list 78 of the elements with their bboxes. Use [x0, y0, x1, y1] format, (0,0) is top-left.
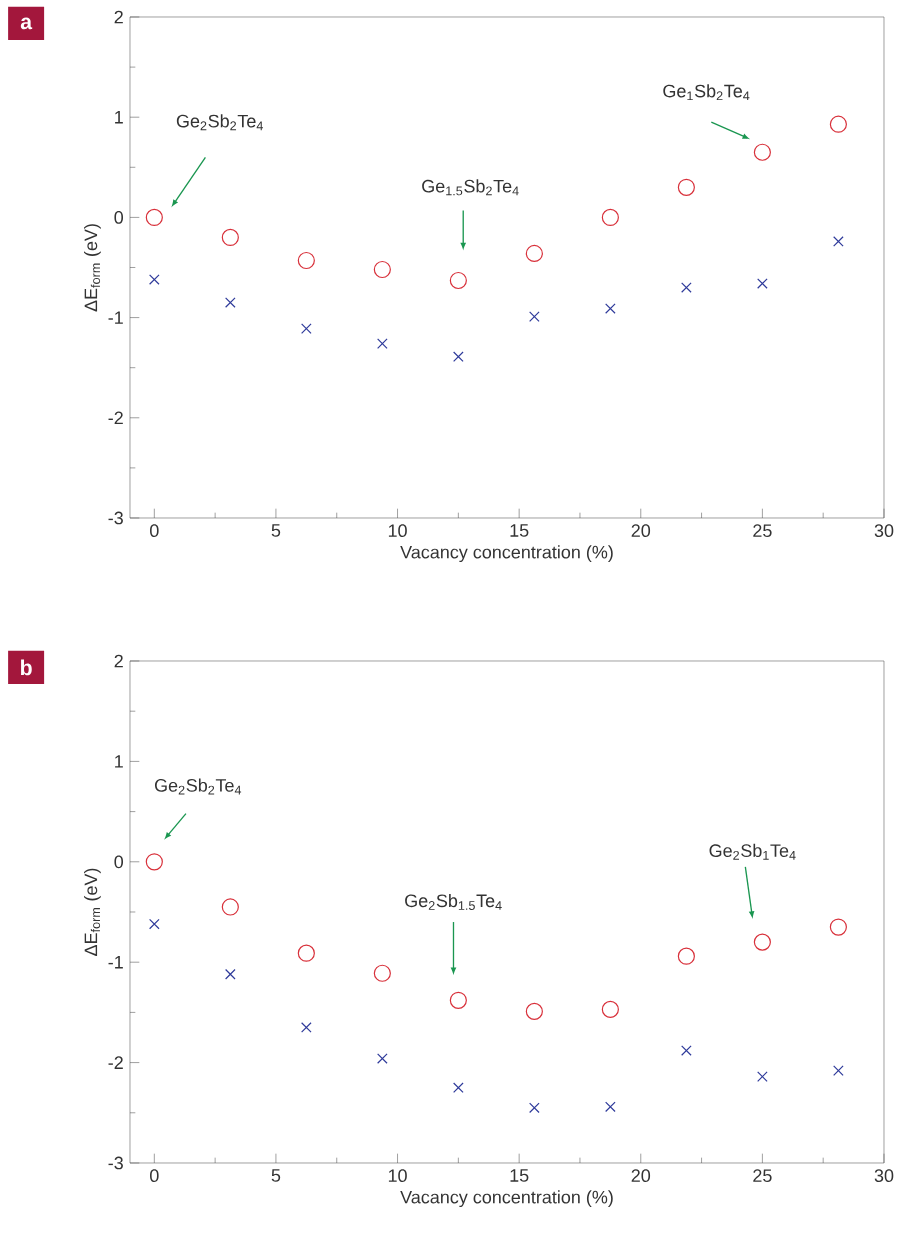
x-tick-label: 5 [271, 1169, 281, 1182]
point [301, 1022, 312, 1033]
point [605, 303, 616, 314]
y-axis-title: ΔE$_{form}$ (eV) [84, 868, 101, 956]
y-tick-label: -1 [108, 311, 123, 324]
x-tick-label: 5 [271, 524, 281, 537]
x-tick-label: 20 [631, 524, 651, 537]
point [453, 1082, 464, 1094]
y-tick-label: 1 [115, 755, 123, 768]
point [377, 1053, 388, 1064]
annotation: Ge$_{1.5}$Sb$_{2}$Te$_{4}$ [422, 179, 519, 196]
point [225, 968, 236, 980]
point [757, 278, 768, 289]
annotation: Ge$_{2}$Sb$_{2}$Te$_{4}$ [154, 778, 242, 795]
y-axis-title: ΔE$_{form}$ (eV) [84, 224, 101, 312]
x-axis-title: Vacancy concentration (%) [400, 1190, 613, 1208]
point [833, 1065, 844, 1076]
point [297, 944, 315, 962]
point [829, 115, 847, 133]
point [601, 1000, 619, 1018]
y-tick-label: 2 [114, 654, 123, 668]
annotation: Ge$_{1}$Sb$_{2}$Te$_{4}$ [663, 84, 750, 101]
point [297, 251, 315, 270]
point [753, 143, 771, 161]
y-tick-label: 1 [115, 111, 123, 124]
x-tick-label: 25 [753, 524, 772, 537]
point [525, 244, 543, 263]
point [221, 898, 239, 916]
chart-title: a [20, 17, 33, 30]
point [677, 947, 695, 965]
y-tick-label: -2 [108, 1056, 123, 1069]
point [605, 1101, 616, 1113]
x-tick-label: 10 [388, 1169, 407, 1182]
x-tick-label: 30 [874, 524, 894, 537]
y-tick-label: -1 [108, 956, 123, 969]
x-tick-label: 0 [150, 524, 159, 537]
point [149, 918, 160, 930]
x-tick-label: 25 [753, 1169, 772, 1182]
point [529, 1102, 540, 1114]
x-tick-label: 20 [631, 1169, 651, 1182]
point [225, 297, 236, 308]
chart-title: b [21, 659, 32, 676]
point [377, 338, 388, 349]
point [681, 1045, 692, 1056]
point [753, 933, 771, 951]
point [829, 918, 847, 936]
y-tick-label: 0 [114, 211, 124, 224]
x-tick-label: 10 [388, 524, 407, 537]
y-tick-label: -3 [108, 511, 123, 525]
x-tick-label: 15 [510, 1169, 529, 1182]
x-axis-title: Vacancy concentration (%) [400, 545, 613, 563]
annotation: Ge$_{2}$Sb$_{2}$Te$_{4}$ [176, 114, 263, 131]
point [757, 1071, 768, 1082]
annotation: Ge$_{2}$Sb$_{1}$Te$_{4}$ [709, 843, 796, 860]
point [145, 208, 163, 226]
x-tick-label: 15 [510, 524, 529, 537]
point [301, 323, 312, 334]
point [145, 853, 163, 871]
point [529, 311, 540, 322]
y-tick-label: -2 [108, 411, 123, 425]
point [453, 351, 464, 362]
y-tick-label: 0 [114, 855, 124, 869]
point [449, 991, 467, 1009]
annotation: Ge$_{2}$Sb$_{1.5}$Te$_{4}$ [405, 893, 502, 910]
point [449, 271, 467, 290]
point [833, 236, 844, 247]
point [373, 260, 391, 279]
point [373, 964, 391, 982]
point [601, 208, 619, 226]
x-tick-label: 0 [150, 1169, 159, 1182]
x-tick-label: 30 [874, 1169, 894, 1182]
point [677, 178, 695, 196]
y-tick-label: -3 [108, 1156, 123, 1170]
point [525, 1002, 543, 1020]
point [149, 274, 160, 285]
point [221, 228, 239, 247]
y-tick-label: 2 [114, 10, 123, 24]
point [681, 282, 692, 293]
